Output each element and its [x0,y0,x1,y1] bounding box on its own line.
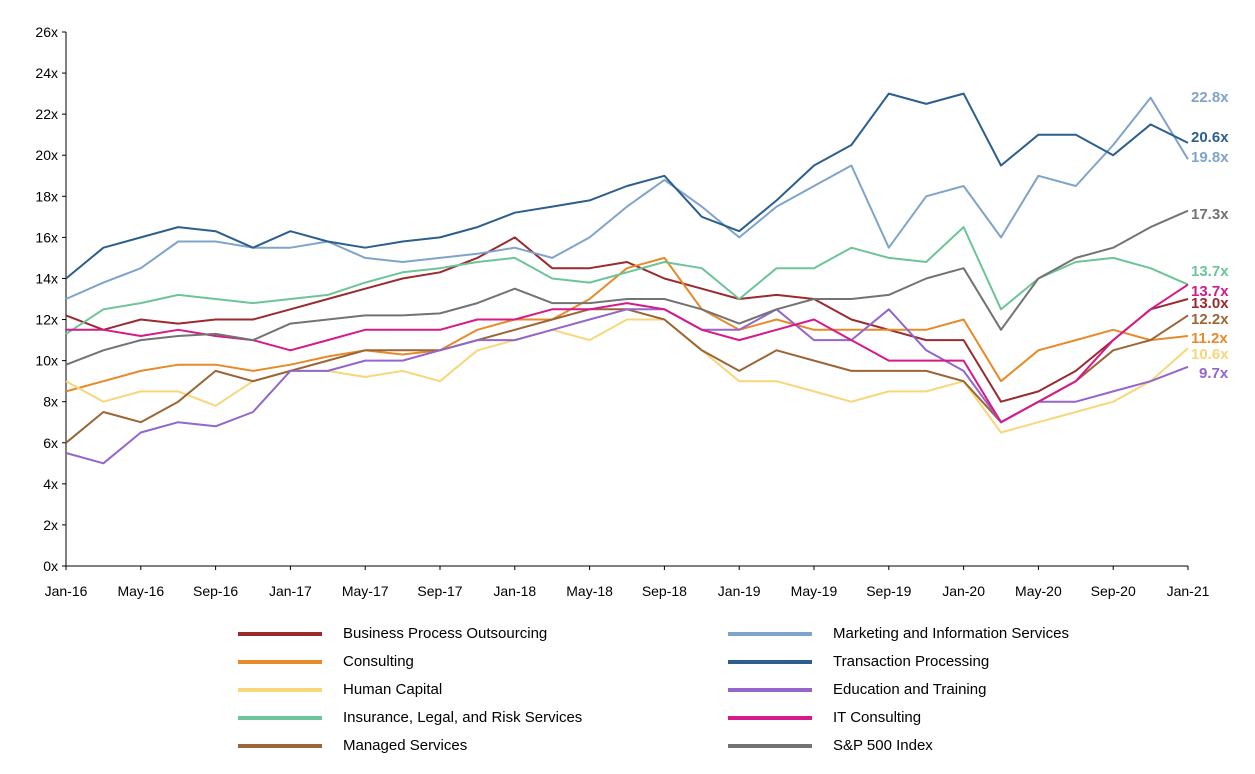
x-tick-label: Sep-18 [642,583,687,599]
legend-swatch [238,687,322,692]
legend-label: S&P 500 Index [833,737,933,754]
y-tick-label: 24x [35,65,58,81]
x-tick-label: May-20 [1015,583,1062,599]
end-value-label: 12.2x [1191,311,1229,328]
legend-item: Education and Training [728,678,1128,701]
legend-item: Insurance, Legal, and Risk Services [238,706,728,729]
x-tick-label: May-16 [117,583,164,599]
x-tick-label: Jan-17 [269,583,312,599]
end-value-label: 10.6x [1191,346,1229,363]
legend-item: Business Process Outsourcing [238,622,728,645]
legend-item: Consulting [238,650,728,673]
y-tick-label: 16x [35,229,58,245]
x-tick-label: Jan-21 [1167,583,1210,599]
legend-label: Managed Services [343,737,468,754]
legend-swatch [238,715,322,720]
x-tick-label: Jan-20 [942,583,985,599]
legend-item: Marketing and Information Services [728,622,1128,645]
y-tick-label: 10x [35,353,58,369]
y-tick-label: 26x [35,24,58,40]
x-tick-label: May-18 [566,583,613,599]
series-line-consulting [65,256,1189,393]
y-tick-label: 2x [43,517,58,533]
series-line-insurance-legal-and-risk-services [65,226,1189,335]
y-tick-label: 18x [35,188,58,204]
end-value-label: 9.7x [1199,365,1229,382]
legend-swatch [728,659,812,664]
legend-item: S&P 500 Index [728,734,1128,757]
x-tick-label: Sep-17 [417,583,462,599]
y-tick-label: 6x [43,435,58,451]
series-line-education-and-training [65,308,1189,465]
legend-item: Transaction Processing [728,650,1128,673]
legend-swatch [238,659,322,664]
legend-label: Marketing and Information Services [833,625,1069,642]
legend-swatch [728,631,812,636]
legend-label: Insurance, Legal, and Risk Services [343,709,583,726]
legend-item: IT Consulting [728,706,1128,729]
line-chart: 0x 2x 4x 6x 8x 10x 12x 14x 16x 18x 20x 22x 24x 26x Jan… [35,24,1229,599]
legend-swatch [238,631,322,636]
x-tick-label: Sep-19 [866,583,911,599]
legend: Business Process Outsourcing Marketing an… [238,622,1138,757]
end-value-label: 20.6x [1191,129,1229,146]
y-tick-label: 4x [43,476,58,492]
y-tick-label: 20x [35,147,58,163]
peak-value-label: 22.8x [1191,89,1229,106]
series-line-s-p-500-index [65,209,1189,366]
end-value-label: 13.7x [1191,263,1229,280]
end-value-label: 13.7x [1191,283,1229,300]
x-tick-label: May-19 [791,583,838,599]
legend-label: IT Consulting [833,709,922,726]
x-tick-label: Jan-16 [45,583,88,599]
end-value-label: 13.0x [1191,295,1229,312]
legend-label: Human Capital [343,681,443,698]
legend-swatch [728,715,812,720]
legend-label: Transaction Processing [833,653,990,670]
x-tick-label: Sep-16 [193,583,238,599]
series-line-managed-services [65,308,1189,444]
end-value-label: 19.8x [1191,149,1229,166]
legend-label: Education and Training [833,681,987,698]
legend-item: Managed Services [238,734,728,757]
y-tick-label: 14x [35,270,58,286]
legend-label: Consulting [343,653,414,670]
y-tick-label: 22x [35,106,58,122]
legend-swatch [728,687,812,692]
end-value-label: 11.2x [1191,330,1228,347]
x-tick-label: Sep-20 [1091,583,1136,599]
end-value-label: 17.3x [1191,206,1229,223]
x-tick-label: Jan-19 [718,583,761,599]
y-tick-label: 8x [43,394,58,410]
series-line-business-process-outsourcing [65,236,1189,403]
series-line-transaction-processing [65,92,1189,280]
legend-swatch [238,743,322,748]
y-tick-label: 0x [43,558,58,574]
x-tick-label: Jan-18 [493,583,536,599]
legend-swatch [728,743,812,748]
legend-label: Business Process Outsourcing [343,625,548,642]
legend-item: Human Capital [238,678,728,701]
y-tick-label: 12x [35,312,58,328]
x-tick-label: May-17 [342,583,389,599]
